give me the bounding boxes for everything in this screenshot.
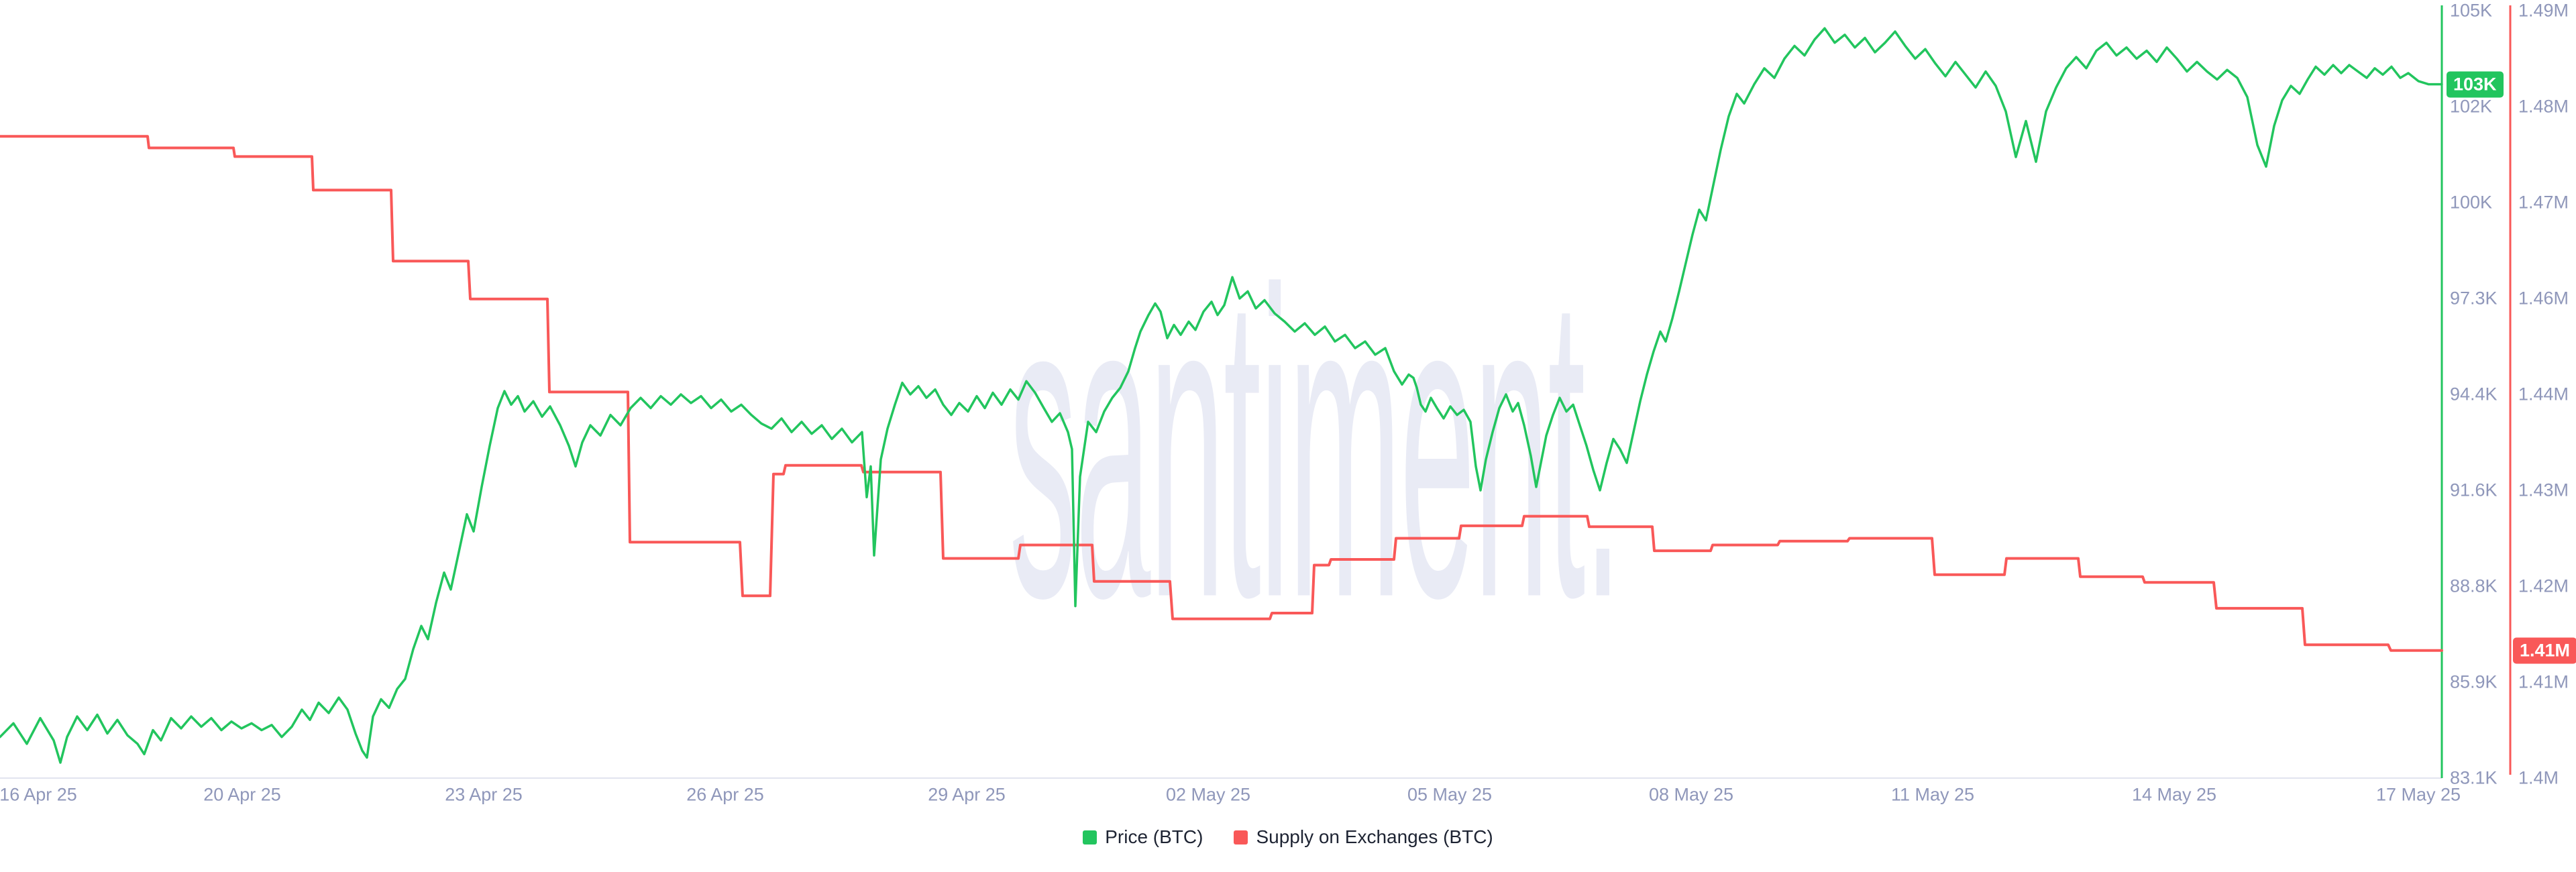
santiment-watermark: santiment. bbox=[1009, 201, 1622, 688]
date-tick-label: 11 May 25 bbox=[1890, 784, 1975, 805]
price-tick-label: 100K bbox=[2450, 192, 2493, 213]
supply-tick-label: 1.48M bbox=[2518, 96, 2569, 117]
date-tick-label: 20 Apr 25 bbox=[203, 784, 281, 805]
legend: Price (BTC) Supply on Exchanges (BTC) bbox=[0, 826, 2576, 848]
supply-legend-swatch-icon bbox=[1234, 830, 1248, 844]
supply-current-value-badge: 1.41M bbox=[2513, 637, 2576, 664]
date-tick-label: 26 Apr 25 bbox=[686, 784, 764, 805]
legend-item-supply[interactable]: Supply on Exchanges (BTC) bbox=[1234, 826, 1493, 848]
supply-legend-label: Supply on Exchanges (BTC) bbox=[1256, 826, 1493, 847]
supply-tick-label: 1.49M bbox=[2518, 0, 2569, 21]
price-tick-label: 102K bbox=[2450, 96, 2493, 117]
date-tick-label: 17 May 25 bbox=[2375, 784, 2461, 805]
price-tick-label: 83.1K bbox=[2450, 767, 2498, 788]
supply-tick-label: 1.4M bbox=[2518, 767, 2559, 788]
supply-tick-label: 1.47M bbox=[2518, 192, 2569, 213]
legend-item-price[interactable]: Price (BTC) bbox=[1083, 826, 1203, 848]
price-legend-label: Price (BTC) bbox=[1105, 826, 1203, 847]
price-tick-label: 91.6K bbox=[2450, 480, 2498, 500]
price-tick-label: 94.4K bbox=[2450, 384, 2498, 404]
price-tick-label: 88.8K bbox=[2450, 576, 2498, 596]
supply-tick-label: 1.42M bbox=[2518, 576, 2569, 596]
price-tick-label: 97.3K bbox=[2450, 288, 2498, 309]
supply-tick-label: 1.46M bbox=[2518, 288, 2569, 309]
date-tick-label: 08 May 25 bbox=[1648, 784, 1734, 805]
price-tick-label: 105K bbox=[2450, 0, 2493, 21]
supply-tick-label: 1.43M bbox=[2518, 480, 2569, 500]
price-line[interactable] bbox=[0, 27, 2443, 764]
supply-on-exchanges-line[interactable] bbox=[0, 135, 2443, 652]
date-tick-label: 29 Apr 25 bbox=[928, 784, 1006, 805]
date-tick-label: 23 Apr 25 bbox=[445, 784, 523, 805]
date-tick-label: 14 May 25 bbox=[2131, 784, 2217, 805]
date-tick-label: 16 Apr 25 bbox=[0, 784, 77, 805]
price-tick-label: 85.9K bbox=[2450, 671, 2498, 692]
price-legend-swatch-icon bbox=[1083, 830, 1097, 844]
date-tick-label: 05 May 25 bbox=[1407, 784, 1493, 805]
supply-tick-label: 1.44M bbox=[2518, 384, 2569, 404]
price-current-value-badge: 103K bbox=[2447, 71, 2504, 98]
supply-tick-label: 1.41M bbox=[2518, 671, 2569, 692]
date-tick-label: 02 May 25 bbox=[1165, 784, 1251, 805]
